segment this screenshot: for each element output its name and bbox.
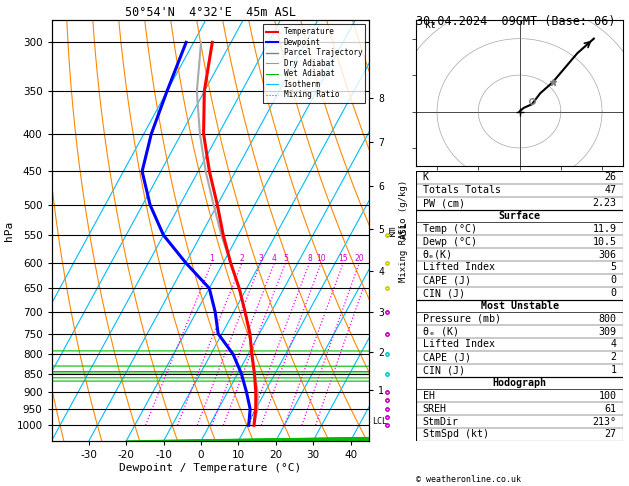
Text: 309: 309: [599, 327, 616, 337]
Text: 213°: 213°: [593, 417, 616, 427]
Text: 0: 0: [611, 288, 616, 298]
Text: Dewp (°C): Dewp (°C): [423, 237, 477, 247]
Text: Totals Totals: Totals Totals: [423, 185, 501, 195]
Legend: Temperature, Dewpoint, Parcel Trajectory, Dry Adiabat, Wet Adiabat, Isotherm, Mi: Temperature, Dewpoint, Parcel Trajectory…: [263, 24, 365, 103]
Text: 8: 8: [307, 254, 312, 263]
Text: Surface: Surface: [499, 211, 540, 221]
Text: 4: 4: [611, 339, 616, 349]
Text: kt: kt: [425, 20, 437, 30]
Text: 2: 2: [240, 254, 245, 263]
Text: 5: 5: [611, 262, 616, 273]
Title: 50°54'N  4°32'E  45m ASL: 50°54'N 4°32'E 45m ASL: [125, 6, 296, 19]
Text: Lifted Index: Lifted Index: [423, 262, 494, 273]
Text: K: K: [423, 173, 428, 183]
Text: CIN (J): CIN (J): [423, 288, 465, 298]
Text: 800: 800: [599, 314, 616, 324]
Text: θₑ (K): θₑ (K): [423, 327, 459, 337]
Text: 1: 1: [209, 254, 214, 263]
Text: CAPE (J): CAPE (J): [423, 275, 470, 285]
Text: LCL: LCL: [372, 417, 387, 426]
Text: © weatheronline.co.uk: © weatheronline.co.uk: [416, 474, 521, 484]
Text: Mixing Ratio (g/kg): Mixing Ratio (g/kg): [399, 179, 408, 282]
Text: 306: 306: [599, 249, 616, 260]
Text: StmDir: StmDir: [423, 417, 459, 427]
Text: 10: 10: [316, 254, 326, 263]
Text: CAPE (J): CAPE (J): [423, 352, 470, 363]
Text: Hodograph: Hodograph: [493, 378, 547, 388]
Text: Most Unstable: Most Unstable: [481, 301, 559, 311]
Text: 5: 5: [283, 254, 288, 263]
Text: Temp (°C): Temp (°C): [423, 224, 477, 234]
Text: 20: 20: [355, 254, 364, 263]
Text: 3: 3: [259, 254, 263, 263]
X-axis label: Dewpoint / Temperature (°C): Dewpoint / Temperature (°C): [120, 463, 301, 472]
Text: Pressure (mb): Pressure (mb): [423, 314, 501, 324]
Text: θₑ(K): θₑ(K): [423, 249, 453, 260]
Text: 2: 2: [611, 352, 616, 363]
Y-axis label: hPa: hPa: [4, 221, 14, 241]
Text: 2.23: 2.23: [593, 198, 616, 208]
Text: PW (cm): PW (cm): [423, 198, 465, 208]
Text: SREH: SREH: [423, 404, 447, 414]
Text: 15: 15: [338, 254, 348, 263]
Text: 47: 47: [604, 185, 616, 195]
Text: 30.04.2024  09GMT (Base: 06): 30.04.2024 09GMT (Base: 06): [416, 15, 616, 28]
Text: 100: 100: [599, 391, 616, 401]
Text: 61: 61: [604, 404, 616, 414]
Text: 0: 0: [611, 275, 616, 285]
Text: 11.9: 11.9: [593, 224, 616, 234]
Text: 1: 1: [611, 365, 616, 375]
Text: 4: 4: [272, 254, 277, 263]
Text: 10.5: 10.5: [593, 237, 616, 247]
Text: CIN (J): CIN (J): [423, 365, 465, 375]
Text: 27: 27: [604, 429, 616, 439]
Text: 26: 26: [604, 173, 616, 183]
Y-axis label: km
ASL: km ASL: [387, 222, 408, 240]
Text: Lifted Index: Lifted Index: [423, 339, 494, 349]
Text: EH: EH: [423, 391, 435, 401]
Text: StmSpd (kt): StmSpd (kt): [423, 429, 489, 439]
